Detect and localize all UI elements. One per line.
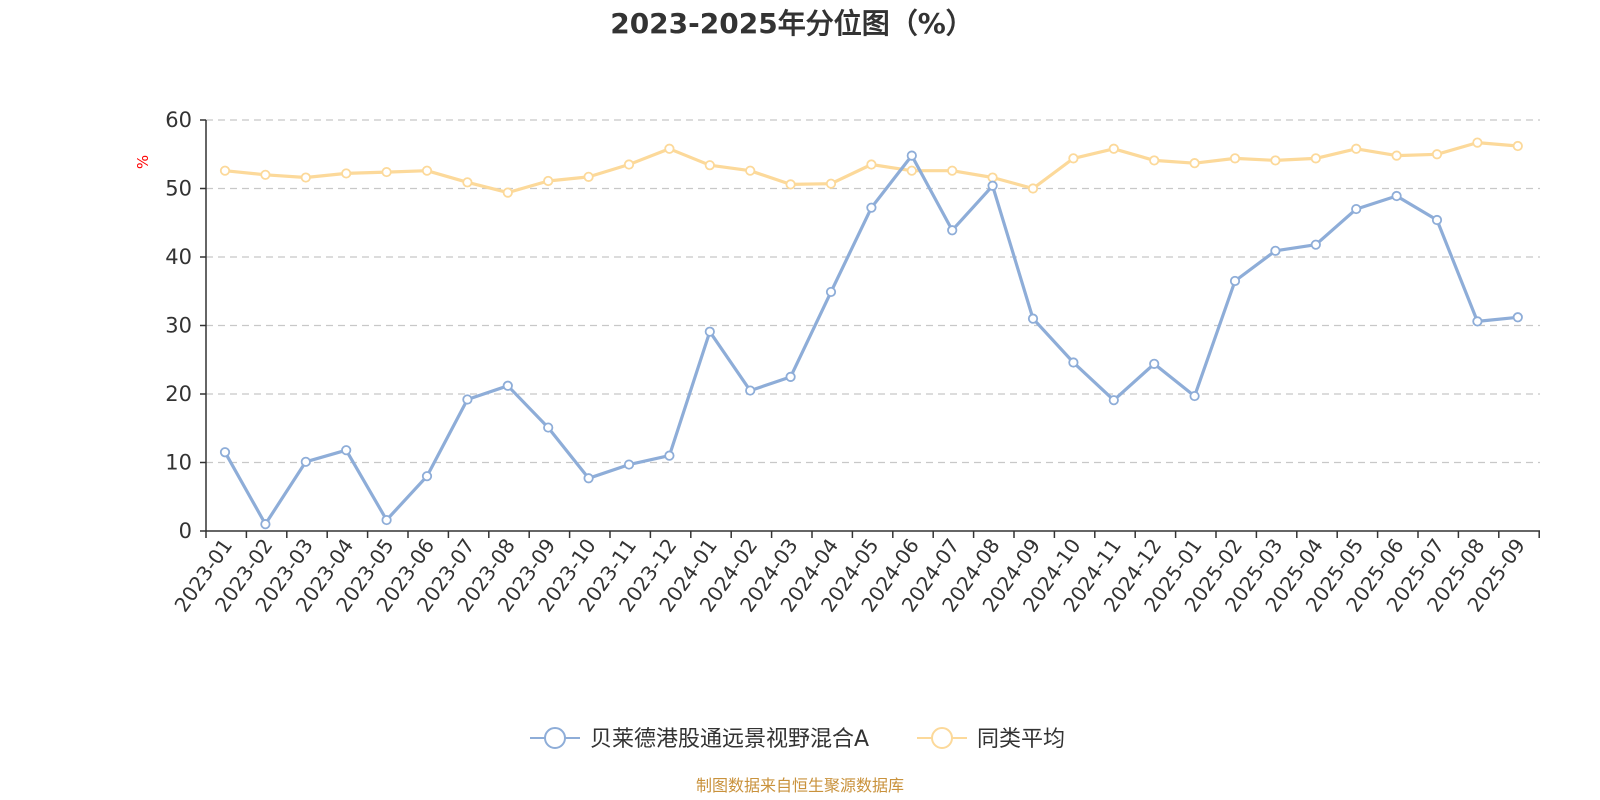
data-point-fund[interactable] [745,385,756,396]
data-point-fund[interactable] [260,519,271,530]
chart-title: 2023-2025年分位图（%） [610,7,974,40]
data-point-fund[interactable] [623,459,635,470]
data-point-fund[interactable] [1310,239,1321,250]
data-point-fund[interactable] [987,180,998,191]
y-tick-label: 10 [165,451,192,475]
data-point-fund[interactable] [1351,203,1362,215]
data-point-fund[interactable] [1391,190,1402,202]
legend-marker-peer-average [931,727,953,749]
data-point-fund[interactable] [1027,313,1039,324]
data-point-fund[interactable] [502,380,513,391]
y-tick-label: 30 [165,314,192,338]
data-point-fund[interactable] [704,326,715,337]
data-point-peer-average[interactable] [1431,149,1443,160]
data-point-peer-average[interactable] [543,175,554,187]
data-point-peer-average[interactable] [987,172,998,183]
data-point-peer-average[interactable] [219,165,231,176]
data-point-fund[interactable] [341,445,352,456]
legend-label-peer-average: 同类平均 [977,727,1065,752]
data-point-fund[interactable] [1108,395,1119,406]
data-point-fund[interactable] [906,150,917,161]
y-tick-label: 0 [179,519,192,543]
data-point-peer-average[interactable] [260,169,271,180]
data-point-peer-average[interactable] [664,143,675,154]
y-tick-label: 40 [165,245,192,269]
data-point-peer-average[interactable] [1472,137,1483,148]
data-point-fund[interactable] [1149,358,1160,369]
data-point-peer-average[interactable] [906,165,917,176]
data-point-fund[interactable] [381,514,392,526]
data-point-peer-average[interactable] [381,166,392,178]
data-point-peer-average[interactable] [502,187,513,198]
data-point-peer-average[interactable] [421,165,433,176]
data-point-fund[interactable] [1512,312,1523,323]
legend-marker-fund [544,727,566,749]
data-point-fund[interactable] [219,447,231,458]
data-point-fund[interactable] [785,371,796,382]
data-point-fund[interactable] [300,456,311,467]
data-point-peer-average[interactable] [1310,153,1321,164]
data-point-peer-average[interactable] [300,172,311,183]
data-point-peer-average[interactable] [583,171,594,182]
data-point-fund[interactable] [947,225,958,236]
y-tick-label: 50 [165,177,192,201]
data-point-fund[interactable] [583,473,594,484]
data-point-peer-average[interactable] [1068,153,1079,164]
data-point-peer-average[interactable] [745,165,756,176]
y-tick-label: 20 [165,382,192,406]
data-point-peer-average[interactable] [825,178,837,189]
data-point-fund[interactable] [543,422,554,433]
grid-layer [206,119,1540,464]
series-layer [219,137,1523,530]
data-point-peer-average[interactable] [1189,158,1200,169]
data-point-fund[interactable] [1189,390,1200,402]
data-point-peer-average[interactable] [1391,150,1402,161]
data-point-peer-average[interactable] [1149,155,1160,166]
data-point-fund[interactable] [825,286,837,298]
data-point-peer-average[interactable] [1351,143,1362,154]
data-point-fund[interactable] [1472,316,1483,327]
data-source-note: 制图数据来自恒生聚源数据库 [696,776,904,795]
data-point-peer-average[interactable] [1270,155,1281,166]
data-point-fund[interactable] [421,471,433,482]
data-point-peer-average[interactable] [785,179,796,190]
data-point-peer-average[interactable] [623,159,635,170]
data-point-peer-average[interactable] [947,165,958,176]
data-point-peer-average[interactable] [1512,140,1523,152]
legend-label-fund: 贝莱德港股通远景视野混合A [590,727,869,752]
data-point-fund[interactable] [1431,214,1443,226]
data-point-fund[interactable] [664,450,675,461]
y-tick-label: 60 [165,108,192,132]
data-point-fund[interactable] [462,394,473,405]
data-point-fund[interactable] [1270,245,1281,256]
data-point-peer-average[interactable] [341,168,352,179]
data-point-peer-average[interactable] [704,160,715,171]
data-point-fund[interactable] [1068,357,1079,368]
y-axis-unit-label: % [134,155,152,169]
legend: 贝莱德港股通远景视野混合A 同类平均 [530,727,1065,752]
data-point-peer-average[interactable] [1108,143,1119,154]
data-point-peer-average[interactable] [1229,153,1241,164]
data-point-fund[interactable] [1229,275,1241,287]
data-point-peer-average[interactable] [866,159,877,170]
data-point-peer-average[interactable] [462,177,473,188]
axis-layer: 01020304050602023-012023-022023-032023-0… [165,108,1540,616]
data-point-fund[interactable] [866,202,877,213]
data-point-peer-average[interactable] [1027,183,1039,194]
